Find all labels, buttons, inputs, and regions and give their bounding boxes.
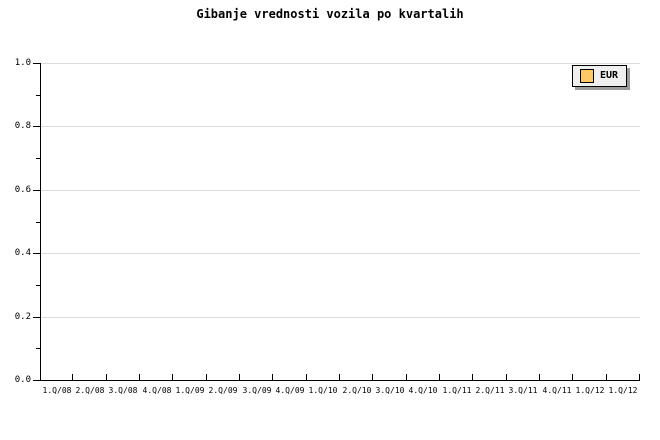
x-axis-tick-label: 1.Q/12	[608, 386, 638, 395]
plot-area: 1.0 0.8 0.6 0.4 0.2 0.0 1.Q/08 2.Q/08 3.Q/08 4.Q/…	[15, 58, 640, 395]
x-axis-tick-label: 2.Q/11	[475, 386, 505, 395]
x-axis-tick	[372, 374, 373, 380]
x-axis-line	[40, 380, 640, 381]
y-axis-minor-tick	[36, 95, 40, 96]
x-axis-tick-label: 1.Q/09	[175, 386, 205, 395]
y-axis-tick	[33, 63, 40, 64]
x-axis-tick	[606, 374, 607, 380]
y-axis-tick-label: 0.2	[14, 312, 31, 322]
x-axis-tick-label: 1.Q/12	[575, 386, 605, 395]
x-axis-tick-label: 4.Q/09	[275, 386, 305, 395]
x-axis-tick-label: 4.Q/10	[408, 386, 438, 395]
x-axis-tick	[339, 374, 340, 380]
legend-label: EUR	[600, 70, 619, 81]
x-axis-tick-label: 3.Q/10	[375, 386, 405, 395]
x-axis-tick	[72, 374, 73, 380]
x-axis-tick-label: 3.Q/08	[108, 386, 138, 395]
x-axis-tick-label: 2.Q/09	[208, 386, 238, 395]
gridline	[41, 63, 640, 64]
x-axis-tick-label: 3.Q/09	[242, 386, 272, 395]
x-axis-tick	[572, 374, 573, 380]
x-axis-tick	[539, 374, 540, 380]
x-axis-tick-label: 4.Q/08	[142, 386, 172, 395]
y-axis-tick-label: 0.6	[14, 185, 31, 195]
legend: EUR	[572, 65, 628, 87]
y-axis-tick	[33, 190, 40, 191]
x-axis-tick	[272, 374, 273, 380]
x-axis-tick	[139, 374, 140, 380]
y-axis-minor-tick	[36, 158, 40, 159]
x-axis-tick	[239, 374, 240, 380]
y-axis-line	[40, 63, 41, 381]
y-axis-tick-label: 0.4	[14, 248, 31, 258]
x-axis-tick	[639, 374, 640, 380]
x-axis-tick	[306, 374, 307, 380]
x-axis-tick	[406, 374, 407, 380]
y-axis-minor-tick	[36, 222, 40, 223]
x-axis-tick	[106, 374, 107, 380]
x-axis-tick	[472, 374, 473, 380]
x-axis-tick-label: 4.Q/11	[542, 386, 572, 395]
gridline	[41, 190, 640, 191]
x-axis-tick	[172, 374, 173, 380]
x-axis-tick-label: 1.Q/10	[308, 386, 338, 395]
x-axis-tick	[206, 374, 207, 380]
y-axis-tick-label: 0.8	[14, 121, 31, 131]
x-axis-tick-label: 2.Q/10	[342, 386, 372, 395]
y-axis-tick-label: 0.0	[14, 375, 31, 385]
y-axis-minor-tick	[36, 348, 40, 349]
x-axis-tick	[506, 374, 507, 380]
y-axis-tick	[33, 380, 40, 381]
x-axis-tick-label: 1.Q/08	[42, 386, 72, 395]
legend-swatch-icon	[580, 69, 594, 83]
x-axis-tick-label: 3.Q/11	[508, 386, 538, 395]
y-axis-tick	[33, 317, 40, 318]
gridline	[41, 126, 640, 127]
x-axis-tick	[439, 374, 440, 380]
x-axis-tick-label: 2.Q/08	[75, 386, 105, 395]
gridline	[41, 317, 640, 318]
x-axis-tick-label: 1.Q/11	[442, 386, 472, 395]
y-axis-minor-tick	[36, 285, 40, 286]
y-axis-tick	[33, 253, 40, 254]
y-axis-tick-label: 1.0	[14, 58, 31, 68]
gridline	[41, 253, 640, 254]
y-axis-tick	[33, 126, 40, 127]
chart-title: Gibanje vrednosti vozila po kvartalih	[196, 7, 464, 21]
